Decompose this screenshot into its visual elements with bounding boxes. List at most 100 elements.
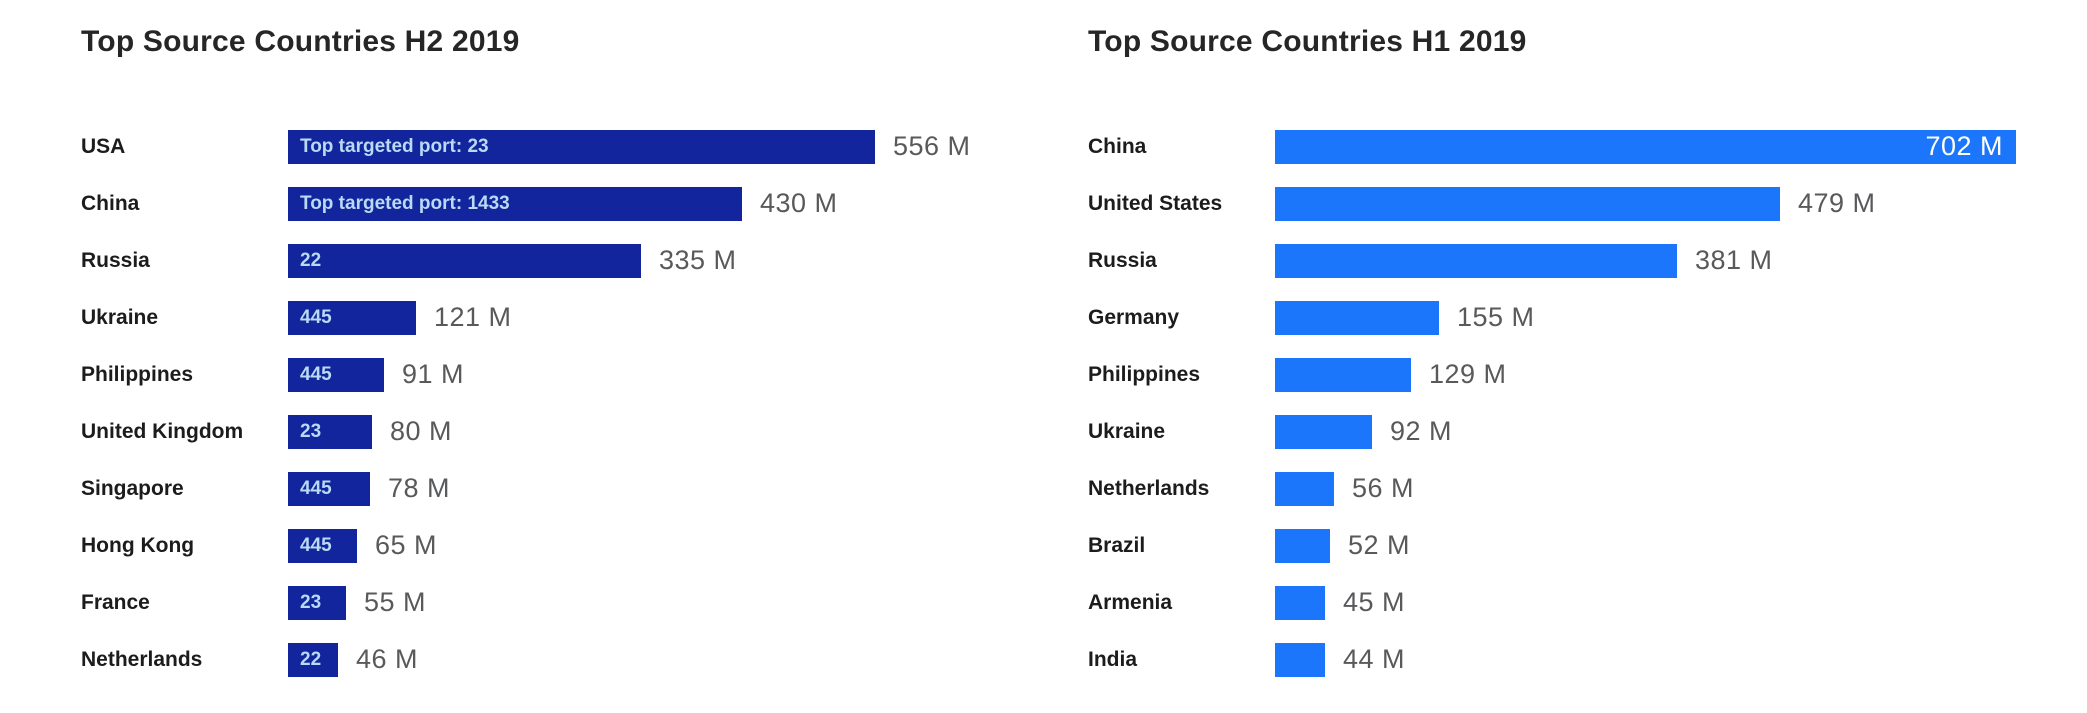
bar-area: 155 M xyxy=(1275,300,2068,335)
value-label: 121 M xyxy=(434,302,512,332)
bar xyxy=(1275,414,1372,449)
country-label: Russia xyxy=(81,248,150,272)
country-label: Ukraine xyxy=(1088,419,1166,443)
bar-area: 22 335 M xyxy=(288,243,1041,278)
chart-row: Philippines 445 91 M xyxy=(81,346,1041,403)
bar-annotation: 445 xyxy=(300,363,332,385)
chart-row: Ukraine 92 M xyxy=(1088,403,2068,460)
bar-area: 92 M xyxy=(1275,414,2068,449)
value-label: 46 M xyxy=(356,644,419,674)
bar: 445 xyxy=(288,300,416,335)
bar: Top targeted port: 23 xyxy=(288,129,875,164)
country-label: India xyxy=(1088,647,1138,671)
bar-area: 52 M xyxy=(1275,528,2068,563)
value-label: 55 M xyxy=(364,587,427,617)
bar-annotation: 22 xyxy=(300,249,322,271)
bar-annotation: Top targeted port: 1433 xyxy=(300,192,510,214)
bar-area: 56 M xyxy=(1275,471,2068,506)
bar xyxy=(1275,243,1677,278)
country-label: Germany xyxy=(1088,305,1180,329)
bar: 445 xyxy=(288,357,384,392)
country-label: Philippines xyxy=(1088,362,1201,386)
bar-area: Top targeted port: 23 556 M xyxy=(288,129,1041,164)
country-label: Netherlands xyxy=(1088,476,1210,500)
value-label: 45 M xyxy=(1343,587,1406,617)
chart-row: Germany 155 M xyxy=(1088,289,2068,346)
bar: Top targeted port: 1433 xyxy=(288,186,742,221)
bar: 445 xyxy=(288,528,357,563)
bar-area: 445 65 M xyxy=(288,528,1041,563)
bar: 445 xyxy=(288,471,370,506)
bar xyxy=(1275,300,1439,335)
chart-row: France 23 55 M xyxy=(81,574,1041,631)
value-label: 56 M xyxy=(1352,473,1415,503)
country-label: Netherlands xyxy=(81,647,203,671)
bar xyxy=(1275,585,1325,620)
bar-area: 702 M xyxy=(1275,129,2068,164)
chart-rows-h2-2019: USA Top targeted port: 23 556 M China Top ta… xyxy=(81,118,1041,688)
value-label: 52 M xyxy=(1348,530,1411,560)
bar: 702 M xyxy=(1275,129,2016,164)
bar-annotation: 23 xyxy=(300,591,322,613)
bar-area: 129 M xyxy=(1275,357,2068,392)
country-label: China xyxy=(1088,134,1147,158)
value-label: 381 M xyxy=(1695,245,1773,275)
bar xyxy=(1275,528,1330,563)
chart-row: Philippines 129 M xyxy=(1088,346,2068,403)
bar xyxy=(1275,186,1780,221)
value-label: 65 M xyxy=(375,530,438,560)
country-label: France xyxy=(81,590,150,614)
country-label: Brazil xyxy=(1088,533,1146,557)
bar-annotation: 23 xyxy=(300,420,322,442)
bar-annotation: 22 xyxy=(300,648,322,670)
bar-area: 381 M xyxy=(1275,243,2068,278)
chart-row: Netherlands 22 46 M xyxy=(81,631,1041,688)
chart-row: USA Top targeted port: 23 556 M xyxy=(81,118,1041,175)
value-label: 92 M xyxy=(1390,416,1453,446)
value-label: 129 M xyxy=(1429,359,1507,389)
chart-row: Netherlands 56 M xyxy=(1088,460,2068,517)
country-label: China xyxy=(81,191,140,215)
chart-row: Hong Kong 445 65 M xyxy=(81,517,1041,574)
chart-top-source-countries-h2-2019: Top Source Countries H2 2019 USA Top targ… xyxy=(81,24,1041,688)
bar-annotation: 445 xyxy=(300,306,332,328)
value-label: 91 M xyxy=(402,359,465,389)
chart-row: Armenia 45 M xyxy=(1088,574,2068,631)
country-label: USA xyxy=(81,134,126,158)
value-label: 556 M xyxy=(893,131,971,161)
value-label: 78 M xyxy=(388,473,451,503)
chart-row: Russia 22 335 M xyxy=(81,232,1041,289)
country-label: Hong Kong xyxy=(81,533,195,557)
value-label: 335 M xyxy=(659,245,737,275)
chart-row: India 44 M xyxy=(1088,631,2068,688)
country-label: Ukraine xyxy=(81,305,159,329)
bar xyxy=(1275,471,1334,506)
value-label: 80 M xyxy=(390,416,453,446)
chart-title-h1-2019: Top Source Countries H1 2019 xyxy=(1088,25,1527,58)
bar-area: 445 121 M xyxy=(288,300,1041,335)
bar-area: Top targeted port: 1433 430 M xyxy=(288,186,1041,221)
value-label: 44 M xyxy=(1343,644,1406,674)
bar xyxy=(1275,642,1325,677)
bar-annotation: 445 xyxy=(300,534,332,556)
chart-row: Russia 381 M xyxy=(1088,232,2068,289)
value-label: 479 M xyxy=(1798,188,1876,218)
chart-row: United Kingdom 23 80 M xyxy=(81,403,1041,460)
chart-title-h2-2019: Top Source Countries H2 2019 xyxy=(81,25,520,58)
bar-annotation: 445 xyxy=(300,477,332,499)
country-label: United Kingdom xyxy=(81,419,244,443)
chart-row: Brazil 52 M xyxy=(1088,517,2068,574)
country-label: Philippines xyxy=(81,362,194,386)
country-label: Singapore xyxy=(81,476,184,500)
bar-area: 22 46 M xyxy=(288,642,1041,677)
bar: 23 xyxy=(288,585,346,620)
chart-row: Ukraine 445 121 M xyxy=(81,289,1041,346)
bar: 23 xyxy=(288,414,372,449)
chart-row: United States 479 M xyxy=(1088,175,2068,232)
value-label: 702 M xyxy=(1925,131,2003,161)
bar-area: 23 80 M xyxy=(288,414,1041,449)
chart-rows-h1-2019: China 702 M United States 479 M Russia 381 M G… xyxy=(1088,118,2068,688)
bar-area: 44 M xyxy=(1275,642,2068,677)
bar: 22 xyxy=(288,642,338,677)
bar-annotation: Top targeted port: 23 xyxy=(300,135,489,157)
